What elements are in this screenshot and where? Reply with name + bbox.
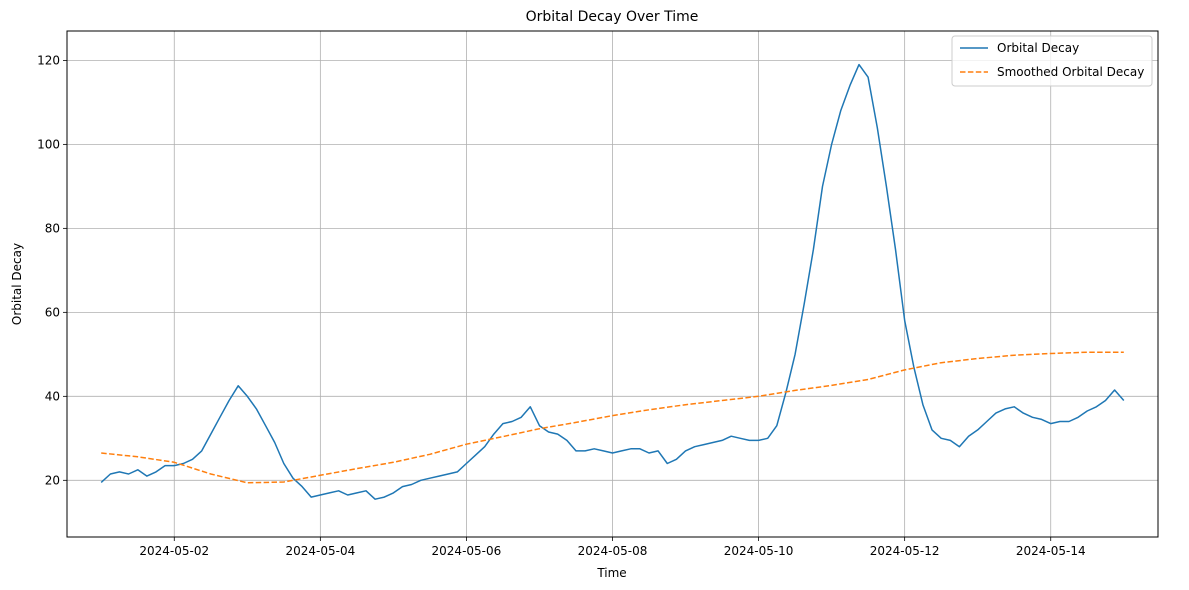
y-axis-ticks: 20 40 60 80 100 120 [37,53,67,487]
x-tick-label: 2024-05-02 [139,544,209,558]
y-tick-label: 80 [45,221,60,235]
x-tick-label: 2024-05-08 [578,544,648,558]
y-tick-label: 60 [45,305,60,319]
x-tick-label: 2024-05-04 [285,544,355,558]
series-line-orbital-decay [100,63,1125,500]
x-axis-label: Time [596,566,626,580]
y-tick-label: 20 [45,473,60,487]
x-tick-label: 2024-05-14 [1016,544,1086,558]
x-tick-label: 2024-05-12 [870,544,940,558]
y-tick-label: 40 [45,389,60,403]
series-line-smoothed-orbital-decay [101,351,1124,484]
y-axis-label: Orbital Decay [10,243,24,325]
x-axis-ticks: 2024-05-02 2024-05-04 2024-05-06 2024-05-08… [139,537,1086,558]
y-tick-label: 120 [37,53,60,67]
x-tick-label: 2024-05-06 [432,544,502,558]
y-tick-label: 100 [37,137,60,151]
legend: Orbital Decay Smoothed Orbital Decay [951,35,1153,87]
legend-box [951,35,1153,87]
x-tick-label: 2024-05-10 [724,544,794,558]
legend-label-orbital-decay: Orbital Decay [997,41,1079,55]
plot-lines [100,63,1125,500]
chart-title: Orbital Decay Over Time [526,9,699,25]
legend-label-smoothed-orbital-decay: Smoothed Orbital Decay [997,65,1144,79]
